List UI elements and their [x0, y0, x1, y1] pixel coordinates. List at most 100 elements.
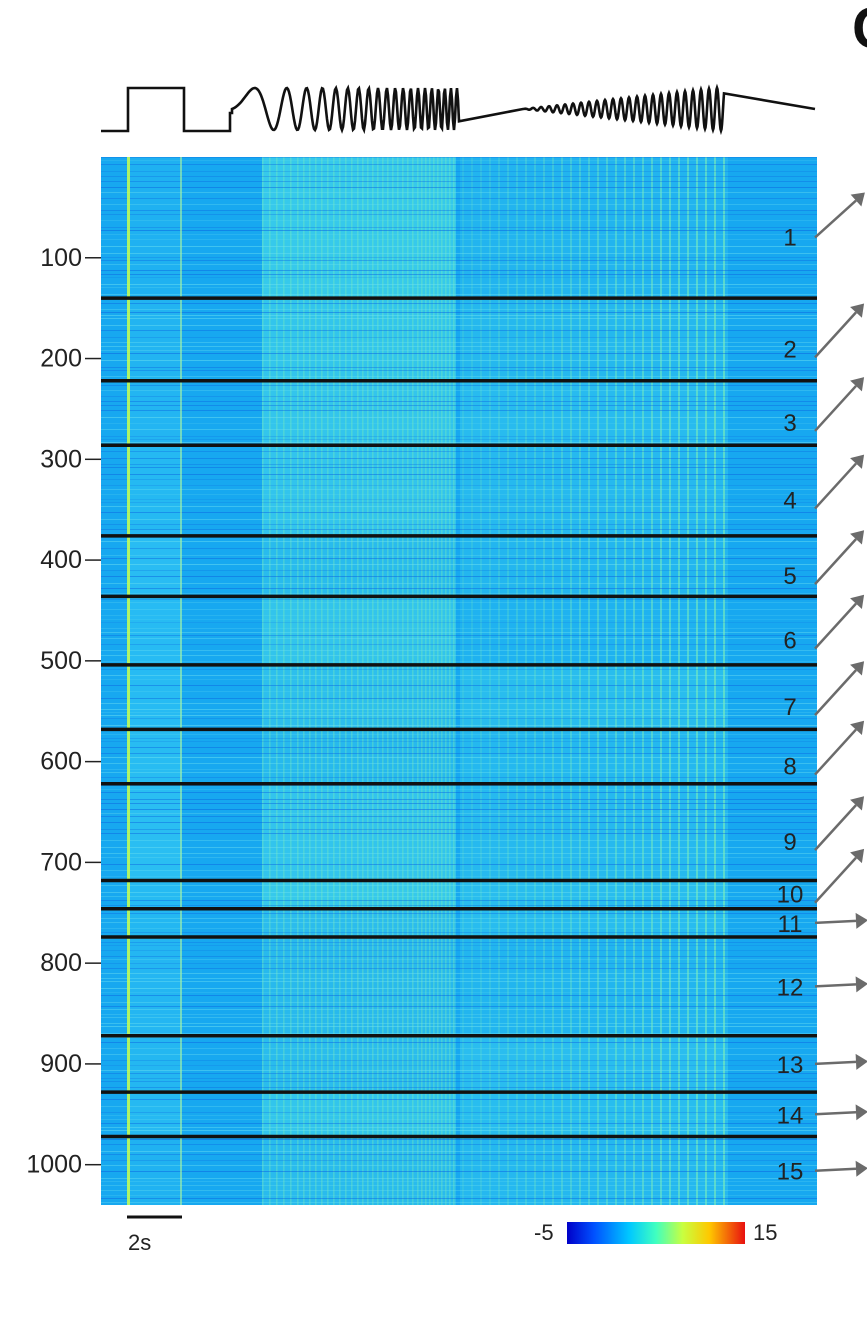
response-region	[460, 1035, 728, 1093]
roi-row	[101, 1009, 817, 1010]
step-offset-line	[180, 157, 182, 1205]
response-stripe	[642, 157, 644, 1205]
roi-row	[101, 1033, 817, 1034]
roi-row	[101, 757, 817, 758]
cluster-label: 14	[777, 1102, 804, 1129]
roi-row	[101, 1060, 817, 1061]
cluster-label: 11	[778, 911, 803, 938]
roi-row	[101, 1151, 817, 1152]
response-region	[128, 936, 182, 1036]
roi-row	[101, 1178, 817, 1179]
roi-row	[101, 712, 817, 713]
roi-row	[101, 171, 817, 172]
roi-row	[101, 1130, 817, 1131]
cluster-arrowhead	[855, 1053, 867, 1070]
response-stripe	[606, 157, 608, 1205]
stimulus-trace	[101, 83, 816, 136]
response-stripe	[449, 157, 451, 1205]
roi-row	[101, 353, 817, 354]
roi-row	[101, 519, 817, 520]
response-stripe	[624, 157, 626, 1205]
roi-row	[101, 234, 817, 235]
cluster-arrow	[814, 385, 857, 432]
roi-row	[101, 1154, 817, 1155]
response-stripe	[372, 157, 374, 1205]
heatmap	[101, 157, 817, 1205]
roi-row	[101, 423, 817, 424]
response-stripe	[290, 157, 292, 1205]
response-stripe	[262, 157, 264, 1205]
response-region	[128, 1136, 182, 1205]
roi-row	[101, 287, 817, 288]
response-region	[262, 157, 456, 299]
response-region	[262, 535, 456, 597]
roi-row	[101, 992, 817, 993]
roi-row	[101, 772, 817, 773]
roi-row	[101, 661, 817, 662]
roi-row	[101, 803, 817, 804]
response-stripe	[357, 157, 359, 1205]
cluster-arrow	[814, 602, 857, 650]
roi-row	[101, 210, 817, 211]
cluster-arrow	[814, 199, 857, 239]
colorbar-min-label: -5	[534, 1220, 554, 1245]
roi-row	[101, 638, 817, 639]
response-region	[460, 535, 728, 597]
response-stripe	[660, 157, 662, 1205]
roi-row	[101, 609, 817, 610]
roi-row	[101, 685, 817, 686]
roi-row	[101, 181, 817, 182]
roi-row	[101, 593, 817, 594]
cluster-label: 15	[777, 1159, 804, 1186]
roi-row	[101, 995, 817, 996]
cluster-arrowhead	[850, 303, 865, 318]
y-tick-label: 500	[40, 647, 82, 675]
response-region	[262, 1092, 456, 1137]
roi-row	[101, 204, 817, 205]
roi-row	[101, 157, 817, 158]
roi-row	[101, 499, 817, 500]
roi-row	[101, 822, 817, 823]
roi-row	[101, 439, 817, 440]
response-region	[262, 783, 456, 881]
roi-row	[101, 401, 817, 402]
response-stripe	[333, 157, 335, 1205]
response-stripe	[507, 157, 509, 1205]
roi-row	[101, 1017, 817, 1018]
cluster-arrowhead	[850, 720, 865, 735]
roi-row	[101, 1078, 817, 1079]
roi-row	[101, 1081, 817, 1082]
response-region	[128, 157, 182, 299]
y-tick-label: 100	[40, 244, 82, 272]
response-region	[128, 880, 182, 909]
roi-row	[101, 945, 817, 946]
response-region	[128, 445, 182, 536]
roi-row	[101, 1139, 817, 1140]
response-region	[460, 1136, 728, 1205]
roi-row	[101, 753, 817, 754]
roi-row	[101, 253, 817, 254]
roi-row	[101, 1054, 817, 1055]
response-stripe	[633, 157, 635, 1205]
cluster-label: 1	[783, 225, 796, 252]
roi-row	[101, 467, 817, 468]
y-axis: 100 200 300 400 500 600 700 800 900 1000	[26, 244, 101, 1179]
response-stripe	[453, 157, 455, 1205]
roi-row	[101, 769, 817, 770]
roi-row	[101, 792, 817, 793]
roi-row	[101, 913, 817, 914]
response-stripe	[382, 157, 384, 1205]
cluster-label: 13	[777, 1052, 804, 1079]
roi-row	[101, 1190, 817, 1191]
response-stripe	[723, 157, 725, 1205]
response-region	[262, 445, 456, 536]
roi-row	[101, 857, 817, 858]
roi-row	[101, 239, 817, 240]
roi-row	[101, 885, 817, 886]
response-stripe	[597, 157, 599, 1205]
response-stripe	[387, 157, 389, 1205]
roi-row	[101, 390, 817, 391]
roi-row	[101, 246, 817, 247]
